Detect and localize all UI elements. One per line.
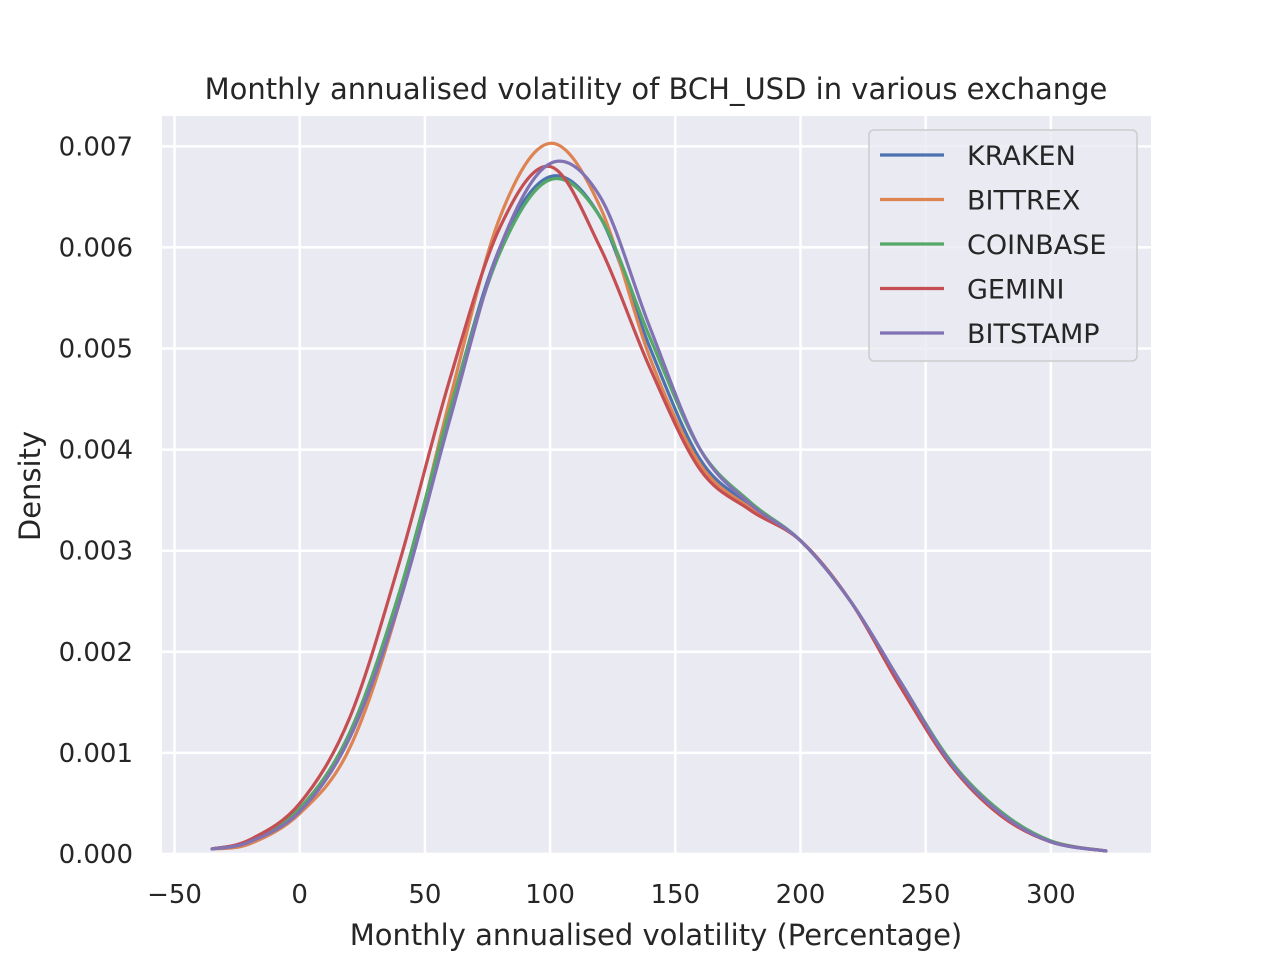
- legend-label-bittrex: BITTREX: [967, 186, 1080, 217]
- x-tick-labels: −50 0 50 100 150 200 250 300: [147, 880, 1076, 910]
- y-tick-label: 0.000: [59, 840, 133, 870]
- legend-label-kraken: KRAKEN: [967, 141, 1076, 172]
- x-tick-label: 0: [291, 880, 308, 910]
- x-tick-label: 50: [408, 880, 441, 910]
- x-axis-label: Monthly annualised volatility (Percentag…: [350, 918, 963, 952]
- series-line-gemini: [210, 164, 1108, 853]
- legend-frame: [868, 129, 1138, 362]
- y-tick-label: 0.005: [59, 335, 133, 365]
- x-tick-label: 200: [776, 880, 826, 910]
- y-tick-labels: 0.000 0.001 0.002 0.003 0.004 0.005 0.006 0.007: [59, 132, 133, 870]
- y-tick-label: 0.007: [59, 132, 133, 162]
- y-tick-label: 0.006: [59, 233, 133, 263]
- x-tick-label: −50: [147, 880, 202, 910]
- series-lines: [210, 141, 1108, 853]
- y-tick-label: 0.002: [59, 638, 133, 668]
- y-axis-label: Density: [13, 431, 47, 541]
- x-tick-label: 300: [1026, 880, 1076, 910]
- y-tick-label: 0.004: [59, 436, 133, 466]
- x-tick-label: 100: [525, 880, 575, 910]
- y-tick-label: 0.003: [59, 537, 133, 567]
- legend-label-coinbase: COINBASE: [967, 230, 1106, 261]
- legend-label-bitstamp: BITSTAMP: [967, 319, 1100, 350]
- legend: KRAKEN BITTREX COINBASE GEMINI BITSTAMP: [868, 129, 1138, 362]
- x-tick-label: 150: [650, 880, 700, 910]
- x-tick-label: 250: [901, 880, 951, 910]
- series-line-bitstamp: [210, 159, 1108, 853]
- y-tick-label: 0.001: [59, 739, 133, 769]
- chart-title: Monthly annualised volatility of BCH_USD…: [205, 72, 1108, 106]
- legend-label-gemini: GEMINI: [967, 275, 1064, 306]
